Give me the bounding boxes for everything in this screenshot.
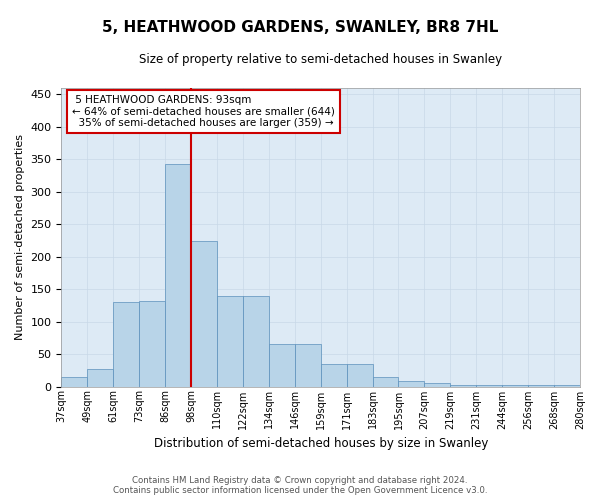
Bar [295,344,321,387]
Bar [217,296,243,386]
Bar [61,377,88,386]
Bar [373,378,398,386]
Bar [554,384,580,386]
Bar [165,164,191,386]
Bar [347,364,373,386]
Bar [398,382,424,386]
Bar [528,384,554,386]
Bar [191,241,217,386]
Title: Size of property relative to semi-detached houses in Swanley: Size of property relative to semi-detach… [139,52,502,66]
Bar [269,344,295,387]
Bar [139,300,165,386]
Bar [88,369,113,386]
Bar [502,384,528,386]
Bar [476,384,502,386]
Bar [243,296,269,386]
X-axis label: Distribution of semi-detached houses by size in Swanley: Distribution of semi-detached houses by … [154,437,488,450]
Bar [424,384,451,386]
Text: Contains HM Land Registry data © Crown copyright and database right 2024.
Contai: Contains HM Land Registry data © Crown c… [113,476,487,495]
Text: 5, HEATHWOOD GARDENS, SWANLEY, BR8 7HL: 5, HEATHWOOD GARDENS, SWANLEY, BR8 7HL [102,20,498,35]
Bar [451,384,476,386]
Bar [321,364,347,386]
Y-axis label: Number of semi-detached properties: Number of semi-detached properties [15,134,25,340]
Bar [113,302,139,386]
Text: 5 HEATHWOOD GARDENS: 93sqm
← 64% of semi-detached houses are smaller (644)
  35%: 5 HEATHWOOD GARDENS: 93sqm ← 64% of semi… [72,95,335,128]
